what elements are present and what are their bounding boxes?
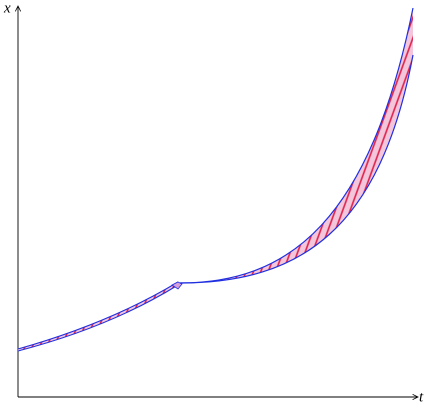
- band-late: [180, 8, 413, 283]
- curve-late-lower: [179, 54, 414, 284]
- curve-early-lower: [17, 284, 179, 352]
- band-early: [18, 282, 178, 351]
- curve-late-upper: [179, 7, 414, 284]
- curve-early-upper: [17, 281, 179, 350]
- horizontal-axis-label: t: [419, 389, 424, 405]
- vertical-axis-label: x: [3, 0, 11, 16]
- junction: [171, 281, 183, 290]
